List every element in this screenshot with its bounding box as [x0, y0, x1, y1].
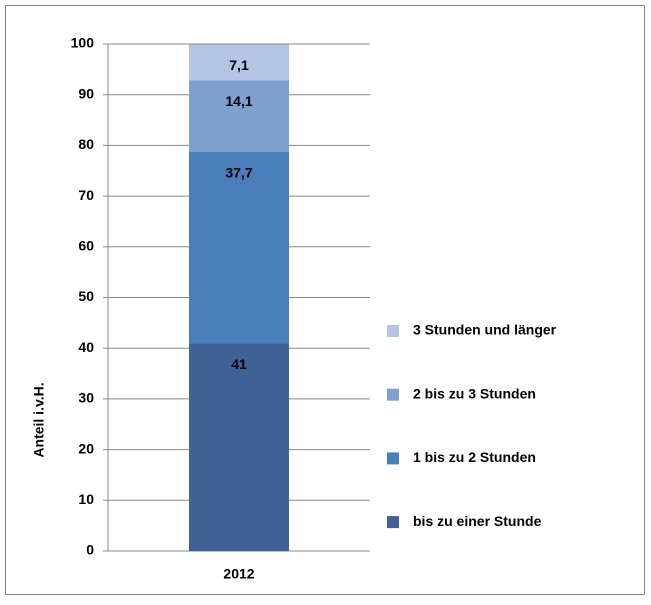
legend-swatch [387, 388, 399, 401]
y-tick-label: 60 [78, 238, 94, 254]
y-tick-label: 90 [78, 85, 94, 101]
y-axis-label: Anteil i.v.H. [31, 382, 47, 457]
legend-label: 1 bis zu 2 Stunden [413, 449, 536, 465]
legend-label: 2 bis zu 3 Stunden [413, 385, 536, 401]
legend-swatch [387, 516, 399, 529]
bar-segment [189, 80, 289, 152]
y-tick-label: 50 [78, 288, 94, 304]
bar-segment [189, 151, 289, 344]
y-tick-label: 80 [78, 136, 94, 152]
y-tick-label: 40 [78, 339, 94, 355]
bar-segment [189, 44, 289, 81]
data-label: 41 [231, 356, 247, 372]
y-tick-label: 10 [78, 491, 94, 507]
legend-swatch [387, 325, 399, 337]
x-tick-label: 2012 [223, 566, 254, 582]
y-tick-label: 0 [86, 542, 94, 558]
chart-border [5, 5, 645, 595]
y-tick-label: 100 [71, 35, 95, 51]
legend-label: bis zu einer Stunde [413, 513, 542, 529]
data-label: 7,1 [229, 57, 249, 73]
y-tick-label: 20 [78, 440, 94, 456]
y-tick-label: 30 [78, 390, 94, 406]
legend-label: 3 Stunden und länger [413, 322, 557, 338]
y-tick-label: 70 [78, 187, 94, 203]
legend-swatch [387, 452, 399, 465]
bar-segment [189, 343, 289, 551]
data-label: 37,7 [225, 165, 252, 181]
data-label: 14,1 [225, 93, 252, 109]
